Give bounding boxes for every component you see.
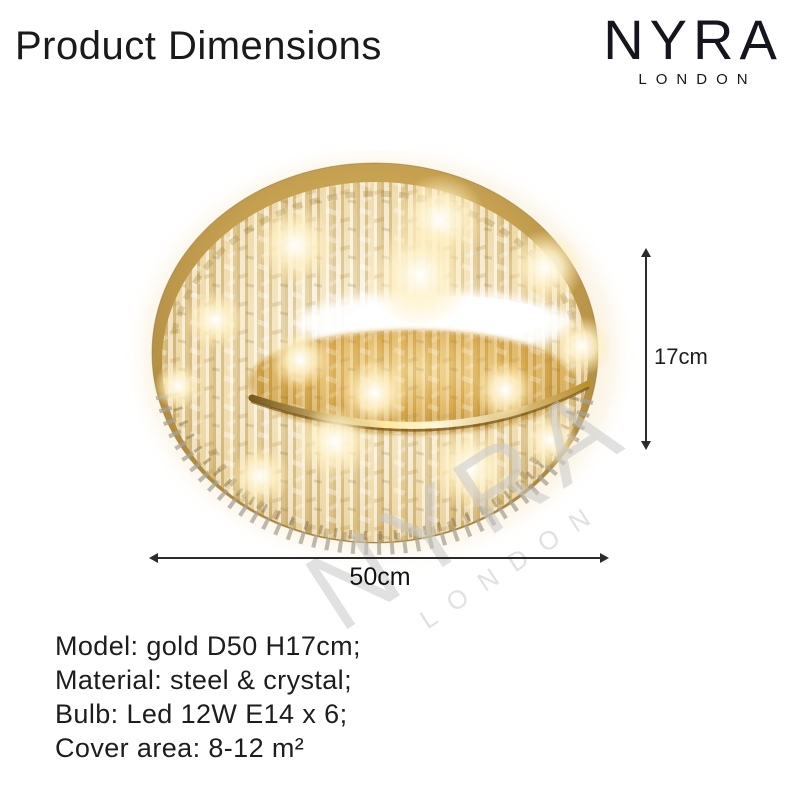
arrow-left-icon: [149, 553, 158, 563]
height-dimension-label: 17cm: [654, 344, 708, 369]
spec-line-bulb: Bulb: Led 12W E14 x 6;: [55, 699, 348, 729]
chandelier-illustration: [142, 158, 618, 555]
spec-list: Model: gold D50 H17cm; Material: steel &…: [55, 629, 361, 765]
chandelier-image: [120, 150, 640, 570]
spec-line-model: Model: gold D50 H17cm;: [55, 631, 361, 661]
arrow-up-icon: [641, 248, 651, 257]
brand-name: NYRA: [603, 8, 783, 71]
brand-logo: NYRA LONDON: [598, 8, 788, 89]
arrow-right-icon: [600, 553, 609, 563]
spec-line-material: Material: steel & crystal;: [55, 665, 352, 695]
brand-city: LONDON: [638, 71, 757, 88]
page-title: Product Dimensions: [15, 24, 382, 68]
height-dimension-line: [645, 252, 647, 446]
crystal-fringe: [155, 392, 595, 555]
diameter-dimension-line: [153, 557, 605, 559]
light-glows: [154, 174, 612, 510]
spec-line-cover-area: Cover area: 8-12 m²: [55, 733, 305, 763]
diameter-dimension-label: 50cm: [349, 563, 411, 591]
gold-band: [248, 380, 592, 432]
arrow-down-icon: [641, 441, 651, 450]
